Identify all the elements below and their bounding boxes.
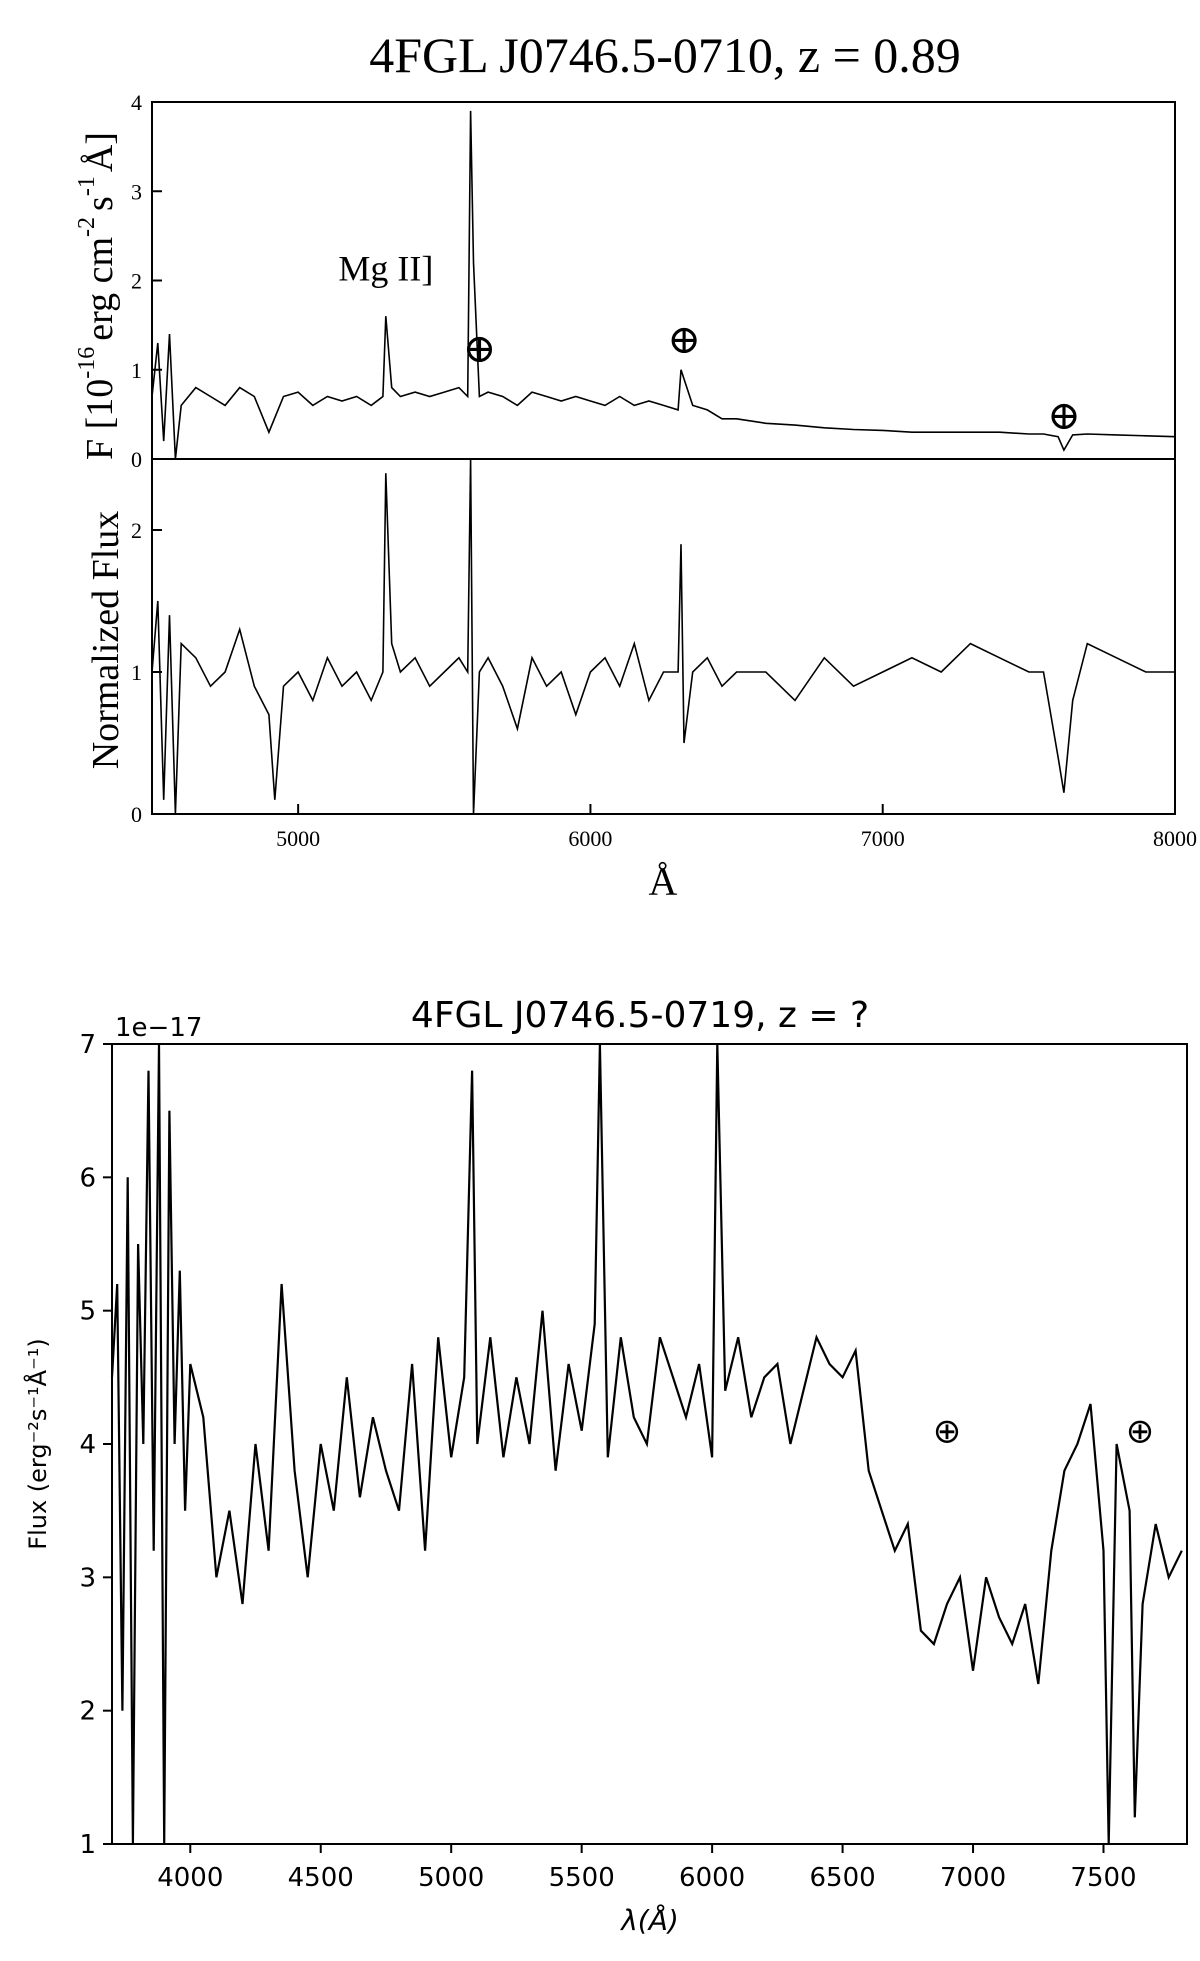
bottom-spectrum-line [110,1043,1183,1845]
top-telluric-marker: ⊕ [463,326,497,371]
top-x-label: Å [649,859,678,904]
bottom-y-tick-label: 4 [79,1430,96,1460]
top-x-tick-label: 5000 [276,826,320,851]
bottom-x-tick-label: 5000 [418,1863,484,1893]
top-line-label: Mg II] [338,249,433,289]
top-lower-y-tick-label: 1 [131,660,142,685]
top-upper-y-tick-label: 2 [131,269,142,294]
bottom-annotations: ⊕ ⊕ [933,1412,1155,1452]
top-chart: 4FGL J0746.5-0710, z = 0.89 0 1 2 3 4 0 1 2 50… [74,27,1197,904]
top-x-ticks: 5000 6000 7000 8000 [276,804,1197,851]
bottom-chart: 4FGL J0746.5-0719, z = ? 1e−17 1 2 3 4 5 6 7 4… [23,995,1188,1937]
bottom-series [110,1043,1183,1845]
bottom-x-label: λ(Å) [619,1903,679,1937]
top-lower-y-ticks: 0 1 2 [131,518,162,827]
bottom-x-tick-label: 6500 [809,1863,875,1893]
top-telluric-marker: ⊕ [1047,393,1081,438]
bottom-x-tick-label: 6000 [679,1863,745,1893]
bottom-chart-title: 4FGL J0746.5-0719, z = ? [411,995,869,1036]
bottom-x-tick-label: 4000 [157,1863,223,1893]
top-upper-y-tick-label: 4 [131,90,142,115]
top-lower-series [151,458,1175,815]
bottom-x-tick-label: 7000 [940,1863,1006,1893]
bottom-offset-text: 1e−17 [115,1013,202,1043]
bottom-x-tick-label: 5500 [549,1863,615,1893]
bottom-y-tick-label: 6 [79,1163,96,1193]
bottom-y-tick-label: 7 [79,1030,96,1060]
bottom-x-ticks: 4000 4500 5000 5500 6000 6500 7000 7500 [157,1844,1137,1893]
bottom-telluric-marker: ⊕ [1126,1412,1155,1452]
bottom-y-tick-label: 5 [79,1297,96,1327]
top-chart-title: 4FGL J0746.5-0710, z = 0.89 [369,27,961,83]
top-x-tick-label: 7000 [861,826,905,851]
bottom-telluric-marker: ⊕ [933,1412,962,1452]
top-upper-series [151,110,1176,460]
top-telluric-marker: ⊕ [667,317,701,362]
top-upper-y-tick-label: 1 [131,358,142,383]
top-lower-y-label: Normalized Flux [85,511,127,770]
top-upper-y-tick-label: 0 [131,447,142,472]
top-x-tick-label: 8000 [1153,826,1197,851]
bottom-y-tick-label: 3 [79,1563,96,1593]
bottom-y-ticks: 1 2 3 4 5 6 7 [79,1030,112,1860]
top-upper-y-ticks: 0 1 2 3 4 [131,90,162,472]
bottom-y-label: Flux (erg⁻²s⁻¹Å⁻¹) [23,1338,52,1549]
top-upper-y-label: F [10-16erg cm-2s-1Å] [74,132,121,460]
top-x-tick-label: 6000 [568,826,612,851]
bottom-y-tick-label: 1 [79,1830,96,1860]
top-lower-y-tick-label: 0 [131,802,142,827]
top-lower-y-tick-label: 2 [131,518,142,543]
top-lower-spectrum-line [151,458,1175,815]
bottom-x-tick-label: 7500 [1070,1863,1136,1893]
bottom-x-tick-label: 4500 [288,1863,354,1893]
top-upper-spectrum-line [151,110,1176,460]
top-annotations: Mg II] ⊕ ⊕ ⊕ [338,249,1080,439]
top-upper-y-tick-label: 3 [131,179,142,204]
bottom-y-tick-label: 2 [79,1697,96,1727]
